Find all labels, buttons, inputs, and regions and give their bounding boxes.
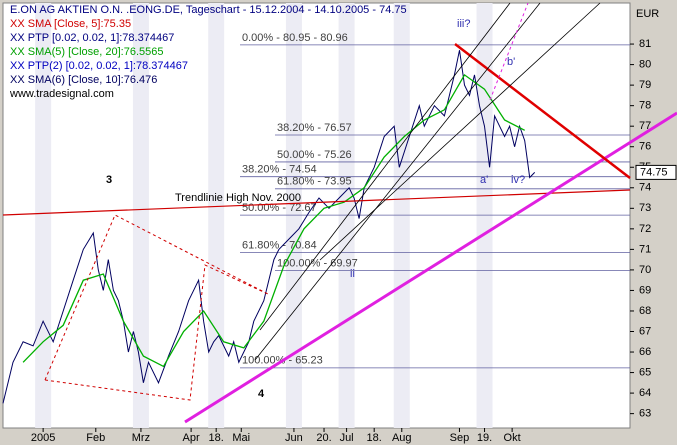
price-line [2,50,536,404]
month-band [132,3,149,428]
resistance-line [454,43,631,179]
dotted-line [489,2,529,101]
y-tick-label: 79 [639,79,651,91]
month-band [208,3,225,428]
legend-entry: XX SMA [Close, 5]:75.35 [10,18,131,30]
wave-label: a' [480,174,488,186]
wave-label: 4 [258,388,265,400]
y-axis-label: EUR [636,8,659,20]
last-price: 74.75 [640,166,668,178]
y-tick-label: 73 [639,202,651,214]
month-band [35,3,52,428]
legend-entry: XX PTP(2) [0.02, 0.02, 1]:78.374467 [10,60,188,72]
y-tick-label: 63 [639,408,651,420]
y-tick-label: 65 [639,366,651,378]
x-tick-label: 20. [316,432,331,444]
y-tick-label: 64 [639,387,651,399]
wave-label: b' [507,56,515,68]
y-tick-label: 74 [639,182,651,194]
fib-label: 0.00% - 80.95 - 80.96 [242,32,348,44]
legend-entry: XX SMA(5) [Close, 20]:76.5565 [10,46,163,58]
legend-entry: XX PTP [0.02, 0.02, 1]:78.374467 [10,32,174,44]
y-tick-label: 67 [639,325,651,337]
x-tick-label: 2005 [31,432,55,444]
x-tick-label: Okt [504,432,521,444]
x-tick-label: Feb [86,432,105,444]
y-tick-label: 80 [639,59,651,71]
y-tick-label: 76 [639,141,651,153]
x-tick-label: Mrz [132,432,150,444]
x-tick-label: Sep [450,432,470,444]
channel-line [259,2,511,331]
pattern-lines [44,214,271,401]
price-line [22,73,525,368]
trendline-nov-2000 [2,189,631,216]
y-tick-label: 71 [639,243,651,255]
legend-entry: XX SMA(6) [Close, 10]:76.476 [10,74,157,86]
x-tick-label: 18. [367,432,382,444]
last-price-box [635,164,677,180]
y-tick-label: 72 [639,223,651,235]
wave-label: ii [350,268,355,280]
y-tick-label: 68 [639,305,651,317]
x-tick-label: Apr [183,432,200,444]
y-tick-label: 81 [639,38,651,50]
y-tick-label: 78 [639,100,651,112]
fib-label: 61.80% - 73.95 [277,176,352,188]
channel-line [319,2,601,261]
chart-title: E.ON AG AKTIEN O.N. .EONG.DE, Tageschart… [10,4,407,16]
wave-label: iii? [457,18,470,30]
month-band [393,3,410,428]
trendline-label: Trendlinie High Nov. 2000 [175,192,301,204]
support-line [184,111,677,424]
month-band [285,3,302,428]
legend-entry: www.tradesignal.com [9,88,114,100]
fib-label: 38.20% - 76.57 [277,122,352,134]
fib-label: 100.00% - 69.97 [277,257,358,269]
x-tick-label: Jul [340,432,354,444]
y-tick-label: 69 [639,284,651,296]
fib-label: 38.20% - 74.54 [242,164,317,176]
x-tick-label: Aug [392,432,412,444]
wave-label: iv? [511,174,525,186]
wave-label: 3 [106,174,112,186]
x-tick-label: 19. [477,432,492,444]
x-tick-label: Jun [285,432,303,444]
y-tick-label: 66 [639,346,651,358]
fib-label: 50.00% - 75.26 [277,149,352,161]
x-tick-label: 18. [209,432,224,444]
y-tick-label: 70 [639,264,651,276]
month-band [338,3,355,428]
x-tick-label: Mai [232,432,250,444]
fib-label: 61.80% - 70.84 [242,240,317,252]
channel-line [254,2,541,361]
y-tick-label: 77 [639,120,651,132]
